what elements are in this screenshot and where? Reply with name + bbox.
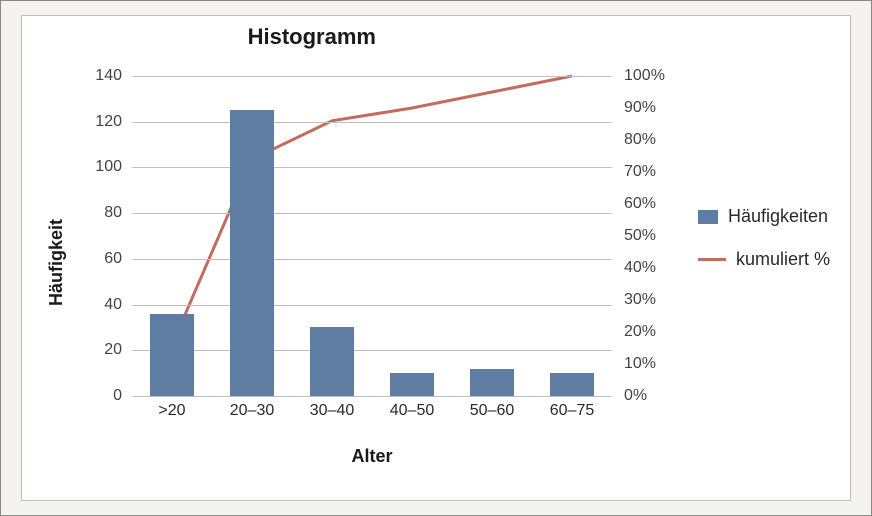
- legend-label: Häufigkeiten: [728, 206, 828, 227]
- grid-line: [132, 259, 612, 260]
- y-left-tick-label: 80: [104, 204, 122, 222]
- y-axis-title: Häufigkeit: [46, 219, 67, 306]
- bar: [150, 314, 194, 396]
- legend-swatch-bar: [698, 210, 718, 224]
- y-right-tick-label: 30%: [624, 291, 656, 309]
- bar: [310, 327, 354, 396]
- x-tick-label: 50–60: [470, 402, 515, 420]
- y-left-tick-label: 40: [104, 296, 122, 314]
- y-left-tick-label: 100: [95, 158, 122, 176]
- y-left-tick-label: 120: [95, 113, 122, 131]
- y-right-tick-label: 70%: [624, 163, 656, 181]
- bar: [390, 373, 434, 396]
- legend-label: kumuliert %: [736, 249, 830, 270]
- y-left-tick-label: 20: [104, 341, 122, 359]
- bar: [230, 110, 274, 396]
- y-right-tick-label: 100%: [624, 67, 665, 85]
- line-series-svg: [132, 76, 612, 396]
- legend-swatch-line: [698, 258, 726, 261]
- bar: [470, 369, 514, 396]
- y-right-tick-label: 0%: [624, 387, 647, 405]
- y-right-tick-label: 40%: [624, 259, 656, 277]
- grid-line: [132, 396, 612, 397]
- y-right-tick-label: 90%: [624, 99, 656, 117]
- legend-item: Häufigkeiten: [698, 206, 830, 227]
- x-tick-label: 30–40: [310, 402, 355, 420]
- grid-line: [132, 167, 612, 168]
- bar: [550, 373, 594, 396]
- y-left-tick-label: 140: [95, 67, 122, 85]
- legend-item: kumuliert %: [698, 249, 830, 270]
- y-right-tick-label: 10%: [624, 355, 656, 373]
- y-right-tick-label: 80%: [624, 131, 656, 149]
- y-right-tick-label: 60%: [624, 195, 656, 213]
- chart-container: Histogramm Häufigkeit 020406080100120140…: [21, 15, 851, 501]
- x-tick-label: 60–75: [550, 402, 595, 420]
- legend: Häufigkeiten kumuliert %: [698, 206, 830, 292]
- grid-line: [132, 350, 612, 351]
- x-tick-label: 20–30: [230, 402, 275, 420]
- x-axis-title: Alter: [351, 446, 392, 467]
- grid-line: [132, 76, 612, 77]
- x-tick-label: 40–50: [390, 402, 435, 420]
- y-left-tick-label: 60: [104, 250, 122, 268]
- y-right-tick-label: 20%: [624, 323, 656, 341]
- y-left-tick-label: 0: [113, 387, 122, 405]
- plot-area: 0204060801001201400%10%20%30%40%50%60%70…: [132, 76, 612, 396]
- figure-frame: Histogramm Häufigkeit 020406080100120140…: [0, 0, 872, 516]
- chart-title: Histogramm: [22, 24, 602, 50]
- grid-line: [132, 305, 612, 306]
- x-tick-label: >20: [158, 402, 185, 420]
- y-right-tick-label: 50%: [624, 227, 656, 245]
- grid-line: [132, 213, 612, 214]
- grid-line: [132, 122, 612, 123]
